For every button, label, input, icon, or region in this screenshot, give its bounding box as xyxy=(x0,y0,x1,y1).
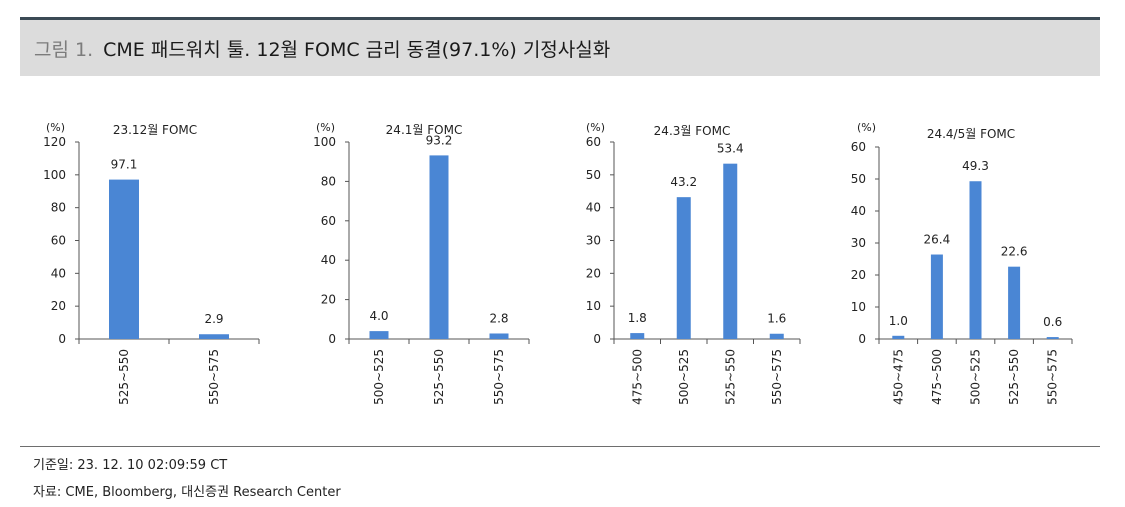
chart-4-category-label: 550~575 xyxy=(1046,349,1060,405)
chart-2-bar xyxy=(429,155,449,339)
chart-1-bar xyxy=(199,334,229,339)
chart-2-category-label: 500~525 xyxy=(372,349,386,405)
chart-3-y-tick-label: 10 xyxy=(586,299,601,313)
chart-1-y-tick-label: 60 xyxy=(51,234,66,248)
chart-3-category-label: 475~500 xyxy=(630,349,644,405)
chart-1-category-label: 550~575 xyxy=(207,349,221,405)
chart-2-y-tick-label: 60 xyxy=(321,214,336,228)
chart-4-y-tick-label: 20 xyxy=(851,268,866,282)
chart-3-data-label: 1.6 xyxy=(767,312,786,326)
chart-4-data-label: 26.4 xyxy=(924,233,951,247)
chart-3-y-tick-label: 20 xyxy=(586,266,601,280)
chart-1-bar xyxy=(109,179,139,339)
chart-3-bar xyxy=(769,333,784,339)
chart-2-data-label: 2.8 xyxy=(489,311,508,325)
chart-3-y-tick-label: 40 xyxy=(586,201,601,215)
chart-2-y-tick-label: 100 xyxy=(313,135,336,149)
chart-3-y-tick-label: 0 xyxy=(593,332,601,346)
chart-4-bar xyxy=(1008,266,1021,339)
chart-2-y-tick-label: 80 xyxy=(321,174,336,188)
chart-2-unit-label: (%) xyxy=(316,121,335,134)
chart-2-category-label: 550~575 xyxy=(492,349,506,405)
chart-3-category-label: 550~575 xyxy=(770,349,784,405)
chart-1-data-label: 2.9 xyxy=(204,312,223,326)
chart-3-y-tick-label: 50 xyxy=(586,168,601,182)
chart-4-bar xyxy=(930,254,943,339)
figure-title-band: 그림 1. CME 패드워치 툴. 12월 FOMC 금리 동결(97.1%) … xyxy=(20,20,1100,76)
chart-3-y-tick-label: 30 xyxy=(586,234,601,248)
chart-4-category-label: 475~500 xyxy=(930,349,944,405)
chart-1-title: 23.12월 FOMC xyxy=(113,123,197,137)
chart-2-title: 24.1월 FOMC xyxy=(386,123,463,137)
chart-1-y-tick-label: 0 xyxy=(58,332,66,346)
chart-4-category-label: 525~550 xyxy=(1007,349,1021,405)
chart-2-category-label: 525~550 xyxy=(432,349,446,405)
chart-4-bar xyxy=(1046,337,1059,339)
chart-4-data-label: 0.6 xyxy=(1043,315,1062,329)
chart-1-y-tick-label: 120 xyxy=(43,135,66,149)
chart-2-y-tick-label: 20 xyxy=(321,293,336,307)
chart-3-data-label: 53.4 xyxy=(717,142,744,156)
chart-4-data-label: 22.6 xyxy=(1001,245,1028,259)
source-note: 자료: CME, Bloomberg, 대신증권 Research Center xyxy=(33,485,341,500)
chart-3-title: 24.3월 FOMC xyxy=(654,124,731,138)
chart-4-bar xyxy=(892,335,905,339)
chart-3-category-label: 525~550 xyxy=(723,349,737,405)
chart-4-data-label: 49.3 xyxy=(962,159,989,173)
chart-1-y-tick-label: 40 xyxy=(51,266,66,280)
chart-3-data-label: 43.2 xyxy=(670,175,697,189)
chart-2-bar xyxy=(489,333,509,339)
chart-4-bar xyxy=(969,181,982,339)
chart-1-category-label: 525~550 xyxy=(117,349,131,405)
chart-4-y-tick-label: 60 xyxy=(851,140,866,154)
chart-4-title: 24.4/5월 FOMC xyxy=(927,127,1015,141)
chart-4-category-label: 500~525 xyxy=(969,349,983,405)
chart-2-y-tick-label: 40 xyxy=(321,253,336,267)
chart-4-y-tick-label: 0 xyxy=(858,332,866,346)
chart-2-y-tick-label: 0 xyxy=(328,332,336,346)
chart-4-data-label: 1.0 xyxy=(889,314,908,328)
chart-1-unit-label: (%) xyxy=(46,121,65,134)
chart-1-data-label: 97.1 xyxy=(111,158,138,172)
chart-4-y-tick-label: 50 xyxy=(851,172,866,186)
figure-number: 그림 1. xyxy=(34,38,94,61)
chart-4-unit-label: (%) xyxy=(857,121,876,134)
bottom-rule xyxy=(20,446,1100,447)
chart-1-y-tick-label: 100 xyxy=(43,168,66,182)
chart-1-y-tick-label: 20 xyxy=(51,299,66,313)
chart-4-y-tick-label: 40 xyxy=(851,204,866,218)
chart-1-y-tick-label: 80 xyxy=(51,201,66,215)
chart-4-y-tick-label: 30 xyxy=(851,236,866,250)
chart-3-bar xyxy=(676,197,691,339)
chart-3-category-label: 500~525 xyxy=(677,349,691,405)
chart-3-y-tick-label: 60 xyxy=(586,135,601,149)
chart-4-y-tick-label: 10 xyxy=(851,300,866,314)
top-rule xyxy=(20,17,1100,20)
chart-3-bar xyxy=(630,333,645,339)
chart-4-category-label: 450~475 xyxy=(891,349,905,405)
chart-2-bar xyxy=(369,331,389,339)
chart-3-unit-label: (%) xyxy=(586,121,605,134)
chart-2-data-label: 4.0 xyxy=(369,309,388,323)
chart-3-bar xyxy=(723,163,738,339)
date-note: 기준일: 23. 12. 10 02:09:59 CT xyxy=(33,458,228,473)
chart-2-data-label: 93.2 xyxy=(426,133,453,147)
figure-title: CME 패드워치 툴. 12월 FOMC 금리 동결(97.1%) 기정사실화 xyxy=(103,38,611,61)
chart-3-data-label: 1.8 xyxy=(628,311,647,325)
